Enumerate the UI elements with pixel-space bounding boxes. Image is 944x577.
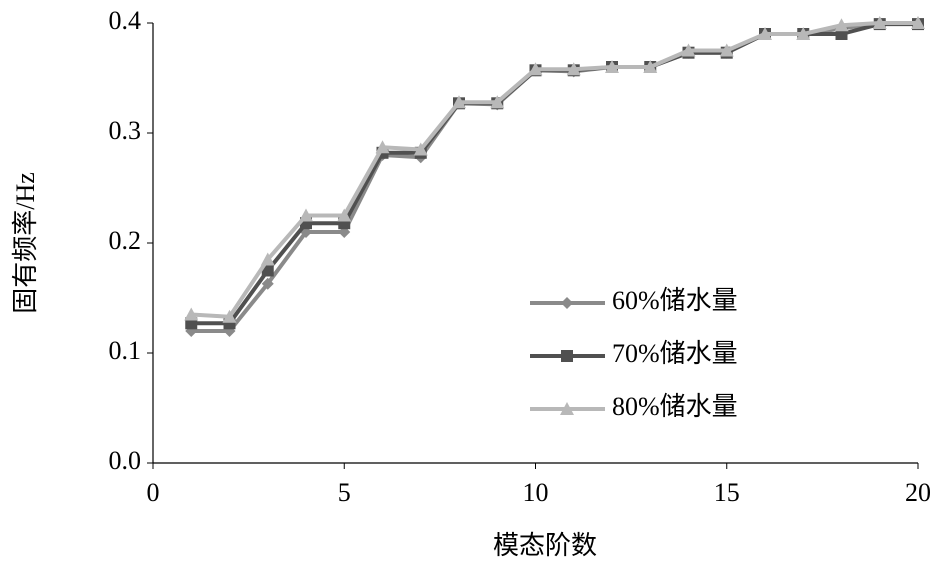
marker (605, 60, 619, 73)
legend-label: 60%储水量 (612, 286, 738, 315)
marker (299, 208, 313, 222)
marker (796, 27, 811, 40)
marker (566, 62, 581, 76)
marker (643, 60, 658, 73)
marker (184, 307, 199, 321)
x-tick-label: 5 (338, 478, 351, 507)
y-axis-label: 固有频率/Hz (11, 172, 40, 314)
x-tick-label: 15 (714, 478, 740, 507)
y-tick-label: 0.3 (109, 116, 142, 145)
x-axis-label: 模态阶数 (493, 531, 597, 560)
y-tick-label: 0.4 (109, 6, 142, 35)
marker (561, 350, 573, 362)
marker (758, 27, 772, 40)
series-line (191, 21, 918, 319)
marker (872, 16, 887, 29)
x-tick-label: 20 (905, 478, 931, 507)
marker (561, 297, 573, 309)
legend-label: 70%储水量 (612, 339, 738, 368)
y-tick-label: 0.0 (109, 446, 142, 475)
y-tick-label: 0.1 (109, 336, 142, 365)
marker (681, 43, 696, 57)
marker (222, 309, 237, 323)
marker (834, 18, 849, 32)
marker (261, 277, 274, 290)
marker (490, 95, 505, 109)
marker (337, 208, 352, 222)
marker (528, 62, 543, 76)
marker (260, 252, 275, 266)
marker (560, 402, 574, 415)
marker (911, 16, 925, 29)
marker (413, 142, 428, 156)
marker (375, 140, 390, 154)
x-tick-label: 0 (147, 478, 160, 507)
legend-label: 80%储水量 (612, 392, 738, 421)
y-tick-label: 0.2 (109, 226, 142, 255)
marker (452, 95, 466, 109)
marker (719, 43, 734, 57)
x-tick-label: 10 (523, 478, 549, 507)
